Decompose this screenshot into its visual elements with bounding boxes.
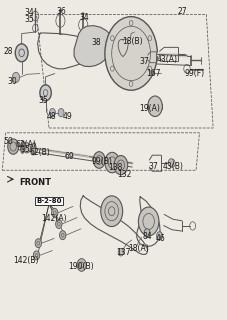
Text: 43(A): 43(A) [156,55,177,64]
Text: 34: 34 [25,8,34,17]
Circle shape [58,108,64,117]
Polygon shape [74,26,111,67]
Ellipse shape [32,143,36,155]
Text: 36: 36 [57,7,66,16]
Text: 132: 132 [116,170,131,179]
Text: 34: 34 [79,13,89,22]
Circle shape [114,156,127,175]
Text: 62(B): 62(B) [29,148,50,157]
Text: 46: 46 [155,234,165,243]
Circle shape [8,139,19,154]
Text: 19(A): 19(A) [138,104,159,113]
Text: 49: 49 [62,112,72,121]
Circle shape [55,220,62,228]
Text: 138: 138 [107,164,122,172]
Circle shape [33,251,39,260]
Text: 95: 95 [20,145,30,154]
Circle shape [23,143,30,153]
Circle shape [51,208,58,217]
Text: 69: 69 [64,152,74,161]
Circle shape [49,108,55,117]
Text: 48: 48 [46,112,56,121]
Text: 99(B): 99(B) [91,157,111,166]
Text: 50: 50 [4,137,13,146]
Text: 30: 30 [8,77,17,86]
Circle shape [104,152,119,173]
Text: B-2-80: B-2-80 [36,198,62,204]
Circle shape [15,44,28,62]
Text: 142(A): 142(A) [41,214,66,223]
Circle shape [35,239,41,248]
Text: 43(B): 43(B) [162,162,183,171]
Circle shape [59,231,66,240]
Text: 27: 27 [177,7,186,16]
Text: 37: 37 [148,162,157,171]
Text: 38: 38 [91,38,100,47]
Text: 167: 167 [146,69,160,78]
Text: 18(A): 18(A) [128,244,148,253]
Circle shape [93,152,105,168]
Text: 18(B): 18(B) [121,37,142,46]
Circle shape [118,248,123,256]
Text: 99(F): 99(F) [184,69,204,78]
Text: FRONT: FRONT [19,178,51,187]
Text: 190(B): 190(B) [68,262,93,271]
Ellipse shape [21,141,25,153]
Circle shape [147,96,162,116]
Text: 137: 137 [115,248,130,257]
Circle shape [40,85,51,101]
Circle shape [104,17,157,90]
Circle shape [168,159,173,166]
Text: 37: 37 [139,57,149,66]
Text: 28: 28 [4,47,13,56]
Circle shape [77,259,86,271]
Text: 84: 84 [142,232,152,241]
Circle shape [156,232,162,240]
Text: 62(A): 62(A) [16,140,37,148]
Circle shape [143,229,149,237]
Text: 142(B): 142(B) [13,256,39,265]
Circle shape [100,196,122,227]
Text: 35: 35 [25,15,34,24]
Circle shape [12,72,20,83]
Text: 35: 35 [38,96,48,105]
Circle shape [138,207,158,236]
